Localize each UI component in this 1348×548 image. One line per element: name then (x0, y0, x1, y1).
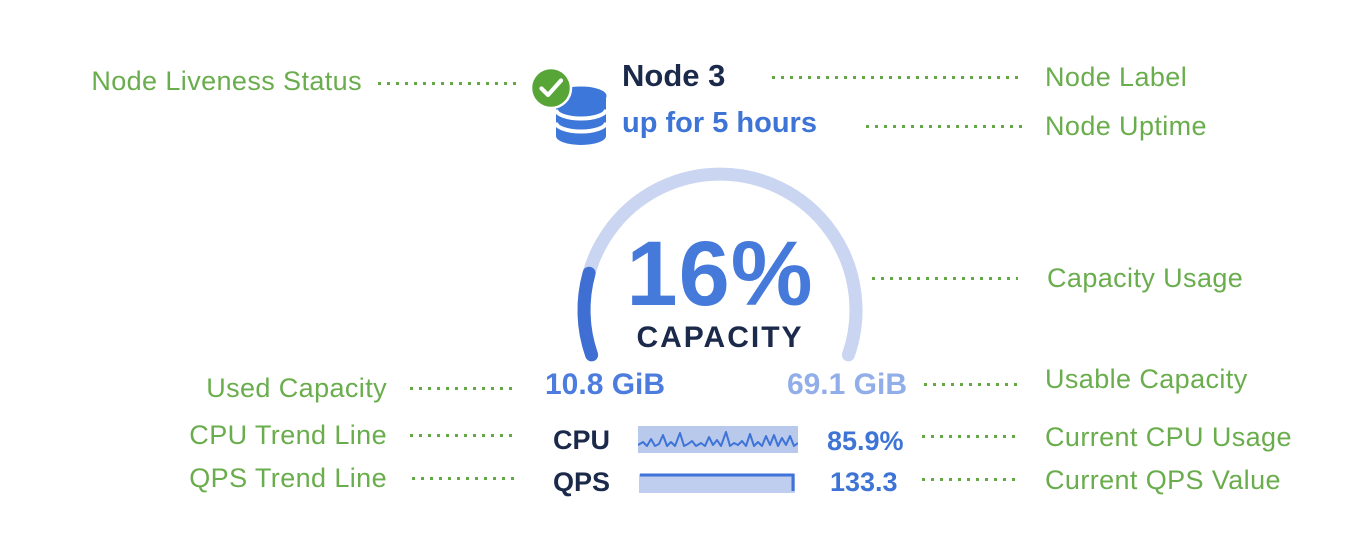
qps-label: QPS (553, 467, 611, 497)
leader-line (772, 76, 1018, 79)
annotation-current-qps-value: Current QPS Value (1045, 465, 1281, 495)
node-label-text: Node 3 (622, 58, 726, 93)
leader-line (924, 383, 1018, 386)
annotation-node-label: Node Label (1045, 62, 1188, 92)
qps-trend-area (639, 473, 795, 493)
node-uptime-text: up for 5 hours (622, 107, 817, 139)
capacity-caption: CAPACITY (636, 321, 804, 354)
qps-current-value: 133.3 (830, 467, 898, 497)
annotation-usable-capacity: Usable Capacity (1045, 364, 1248, 394)
annotation-node-uptime: Node Uptime (1045, 111, 1207, 141)
capacity-gauge (577, 167, 863, 362)
leader-line (922, 435, 1016, 438)
leader-line (922, 478, 1016, 481)
annotation-cpu-trend-line: CPU Trend Line (189, 420, 387, 450)
usable-capacity-value: 69.1 GiB (786, 368, 907, 401)
used-capacity-value: 10.8 GiB (545, 368, 666, 401)
cpu-label: CPU (553, 425, 611, 455)
leader-line (866, 125, 1022, 128)
annotation-node-liveness-status: Node Liveness Status (91, 66, 362, 96)
leader-line (412, 477, 516, 480)
annotation-capacity-usage: Capacity Usage (1047, 263, 1244, 293)
annotation-used-capacity: Used Capacity (206, 373, 387, 403)
cpu-current-value: 85.9% (827, 426, 904, 456)
check-circle-icon (529, 66, 573, 110)
cpu-trend-sparkline (638, 426, 798, 453)
capacity-gauge-fill (577, 167, 863, 362)
leader-line (410, 434, 516, 437)
annotation-qps-trend-line: QPS Trend Line (189, 463, 387, 493)
node-icon-group (529, 66, 608, 145)
leader-line (872, 277, 1018, 280)
leader-line (378, 82, 518, 85)
leader-line (410, 387, 516, 390)
capacity-percent-value: 16% (626, 223, 814, 325)
annotation-current-cpu-usage: Current CPU Usage (1045, 422, 1292, 452)
